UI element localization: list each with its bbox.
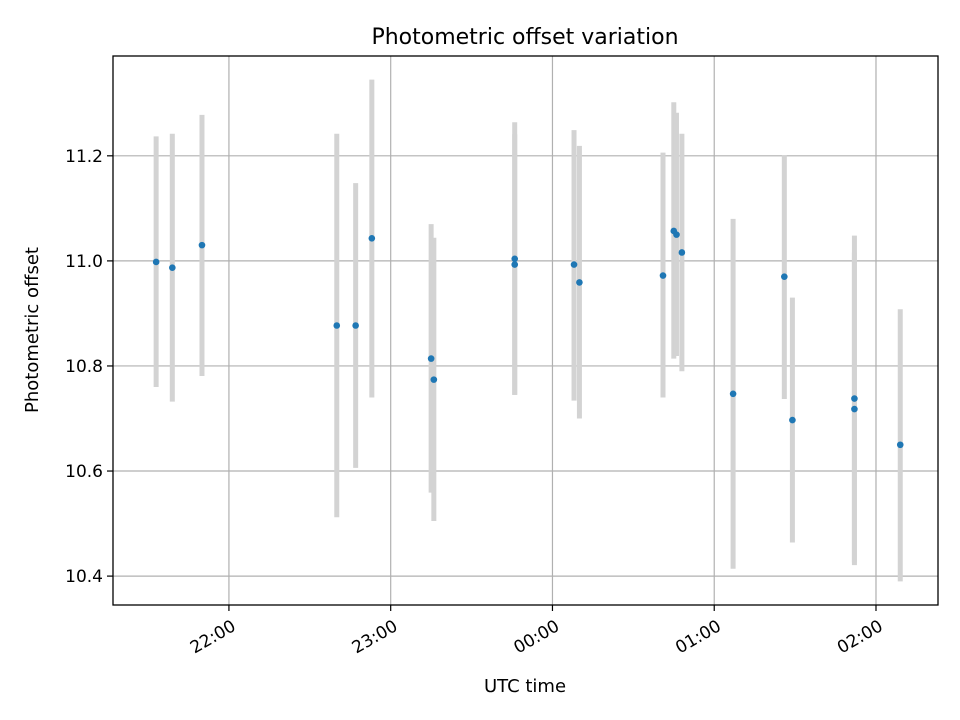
y-axis-ticks: 10.4 10.6 10.8 11.0 11.2 [65, 147, 113, 587]
data-points [152, 227, 904, 449]
data-point [851, 405, 858, 413]
plot-frame [112, 55, 939, 606]
data-point [659, 272, 667, 279]
x-tick-label: 02:00 [834, 616, 886, 658]
data-point [427, 355, 435, 362]
error-bars [153, 79, 903, 582]
x-axis-label: UTC time [484, 676, 566, 697]
y-tick-label: 10.4 [65, 567, 103, 587]
data-point [430, 376, 438, 383]
data-point [152, 258, 160, 266]
data-point [511, 261, 519, 268]
y-tick-label: 10.8 [65, 357, 103, 377]
data-point [851, 395, 858, 402]
data-point [198, 241, 206, 249]
x-tick-label: 00:00 [511, 616, 563, 658]
grid-lines [113, 56, 938, 605]
data-point [781, 273, 788, 280]
data-point [352, 322, 359, 329]
x-tick-label: 01:00 [672, 616, 724, 658]
data-point [729, 390, 737, 398]
data-point [673, 231, 680, 238]
data-point [570, 261, 578, 268]
y-tick-label: 11.2 [65, 147, 103, 167]
data-point [576, 279, 583, 286]
data-point [333, 322, 341, 329]
y-axis-label: Photometric offset [22, 247, 43, 413]
x-tick-label: 23:00 [349, 616, 401, 658]
chart-title: Photometric offset variation [371, 25, 678, 50]
data-point [896, 441, 904, 449]
x-axis-ticks: 22:00 23:00 00:00 01:00 02:00 [187, 605, 886, 658]
data-point [789, 416, 796, 424]
y-tick-label: 11.0 [65, 252, 103, 272]
data-point [678, 249, 686, 256]
data-point [169, 264, 176, 272]
y-tick-label: 10.6 [65, 462, 103, 482]
data-point [368, 234, 376, 242]
x-tick-label: 22:00 [187, 616, 239, 658]
data-point [511, 255, 519, 263]
